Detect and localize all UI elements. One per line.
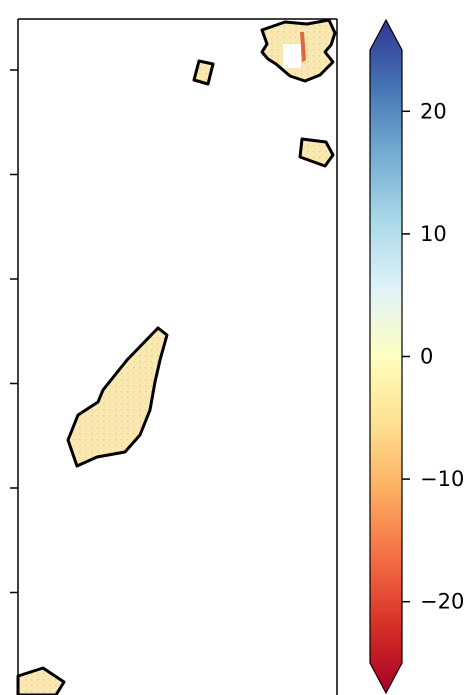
region-large	[66, 326, 169, 468]
colorbar-tick-label: 0	[420, 345, 433, 369]
colorbar: 20 10 0 −10 −20	[369, 18, 464, 695]
colorbar-tick-label: −10	[420, 467, 464, 491]
colorbar-tick-label: −20	[420, 590, 464, 614]
map-axes	[10, 18, 338, 695]
colorbar-tick-label: 20	[420, 99, 447, 123]
map-regions	[16, 18, 337, 695]
colorbar-tick-label: 10	[420, 222, 447, 246]
colorbar-body	[369, 18, 403, 695]
region-small-square	[192, 59, 215, 86]
region-top-right-gap	[283, 44, 301, 68]
left-axis-ticks	[10, 69, 18, 594]
colorbar-ticks: 20 10 0 −10 −20	[402, 99, 464, 614]
region-bottom-left	[16, 666, 66, 695]
region-right-small	[298, 137, 335, 168]
region-top-right-red-streak	[300, 32, 306, 62]
